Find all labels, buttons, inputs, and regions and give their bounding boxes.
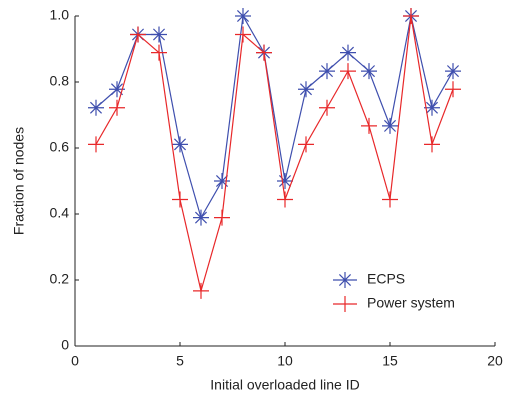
point-marker	[235, 8, 251, 24]
point-marker	[403, 8, 419, 24]
point-marker	[88, 99, 104, 116]
y-tick-label: 0.6	[50, 139, 70, 155]
y-tick-label: 0.2	[50, 271, 70, 287]
point-marker	[214, 209, 230, 226]
x-tick-label: 15	[382, 353, 398, 369]
point-marker	[130, 26, 146, 43]
x-tick-label: 10	[277, 353, 293, 369]
point-marker	[298, 136, 314, 153]
point-marker	[193, 209, 209, 226]
point-marker	[109, 99, 125, 116]
point-marker	[235, 26, 251, 43]
point-marker	[88, 136, 104, 153]
point-marker	[277, 173, 293, 189]
x-axis-label: Initial overloaded line ID	[210, 377, 359, 393]
point-marker	[298, 81, 314, 98]
legend-marker	[333, 296, 357, 312]
point-marker	[214, 173, 230, 189]
point-marker	[445, 63, 461, 80]
x-tick-label: 0	[71, 353, 79, 369]
y-axis-label: Fraction of nodes	[11, 127, 27, 235]
point-marker	[361, 117, 377, 134]
point-marker	[193, 282, 209, 299]
legend-label: Power system	[367, 295, 455, 311]
series-line	[95, 15, 454, 292]
point-marker	[424, 136, 440, 153]
point-marker	[109, 81, 125, 98]
point-marker	[151, 44, 167, 61]
point-marker	[382, 117, 398, 134]
y-tick-label: 1.0	[50, 7, 70, 23]
legend-label: ECPS	[367, 271, 405, 287]
point-marker	[256, 44, 272, 61]
point-marker	[361, 63, 377, 80]
point-marker	[340, 44, 356, 61]
point-marker	[340, 63, 356, 80]
y-tick-label: 0.4	[50, 205, 70, 221]
point-marker	[151, 26, 167, 43]
point-marker	[319, 63, 335, 80]
point-marker	[424, 99, 440, 116]
point-marker	[172, 136, 188, 153]
point-marker	[319, 99, 335, 116]
y-tick-label: 0	[61, 337, 69, 353]
x-tick-label: 20	[487, 353, 503, 369]
point-marker	[277, 191, 293, 208]
point-marker	[445, 81, 461, 98]
legend-marker	[333, 272, 357, 288]
y-tick-label: 0.8	[50, 73, 70, 89]
x-tick-label: 5	[176, 353, 184, 369]
point-marker	[172, 191, 188, 208]
point-marker	[382, 191, 398, 208]
